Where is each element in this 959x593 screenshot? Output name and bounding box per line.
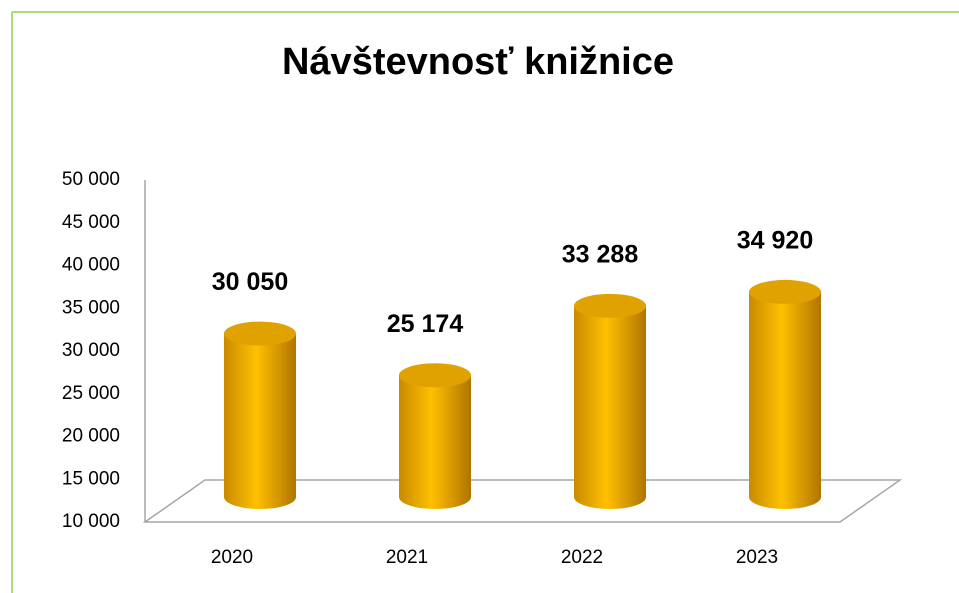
data-label: 34 920 xyxy=(737,227,813,255)
y-tick-label: 45 000 xyxy=(62,212,120,233)
bar-top xyxy=(399,363,471,388)
y-tick-label: 50 000 xyxy=(62,169,120,190)
bar xyxy=(749,291,821,497)
bar-top xyxy=(749,279,821,304)
y-tick-label: 10 000 xyxy=(62,511,120,532)
y-tick-label: 15 000 xyxy=(62,468,120,489)
data-label: 30 050 xyxy=(212,268,288,296)
x-tick-label: 2020 xyxy=(211,547,253,568)
bar xyxy=(224,333,296,497)
chart-title: Návštevnosť knižnice xyxy=(282,41,674,83)
bar-top xyxy=(224,321,296,346)
data-label: 33 288 xyxy=(562,240,639,268)
bar xyxy=(399,375,471,497)
y-tick-label: 35 000 xyxy=(62,297,120,318)
bar xyxy=(574,305,646,497)
y-tick-label: 30 000 xyxy=(62,340,120,361)
y-tick-label: 40 000 xyxy=(62,255,120,276)
x-tick-label: 2021 xyxy=(386,547,428,568)
x-tick-label: 2023 xyxy=(736,547,778,568)
data-label: 25 174 xyxy=(387,310,464,338)
bar-top xyxy=(574,293,646,318)
x-tick-label: 2022 xyxy=(561,547,603,568)
floor xyxy=(142,479,903,523)
y-tick-label: 20 000 xyxy=(62,426,120,447)
y-tick-label: 25 000 xyxy=(62,383,120,404)
